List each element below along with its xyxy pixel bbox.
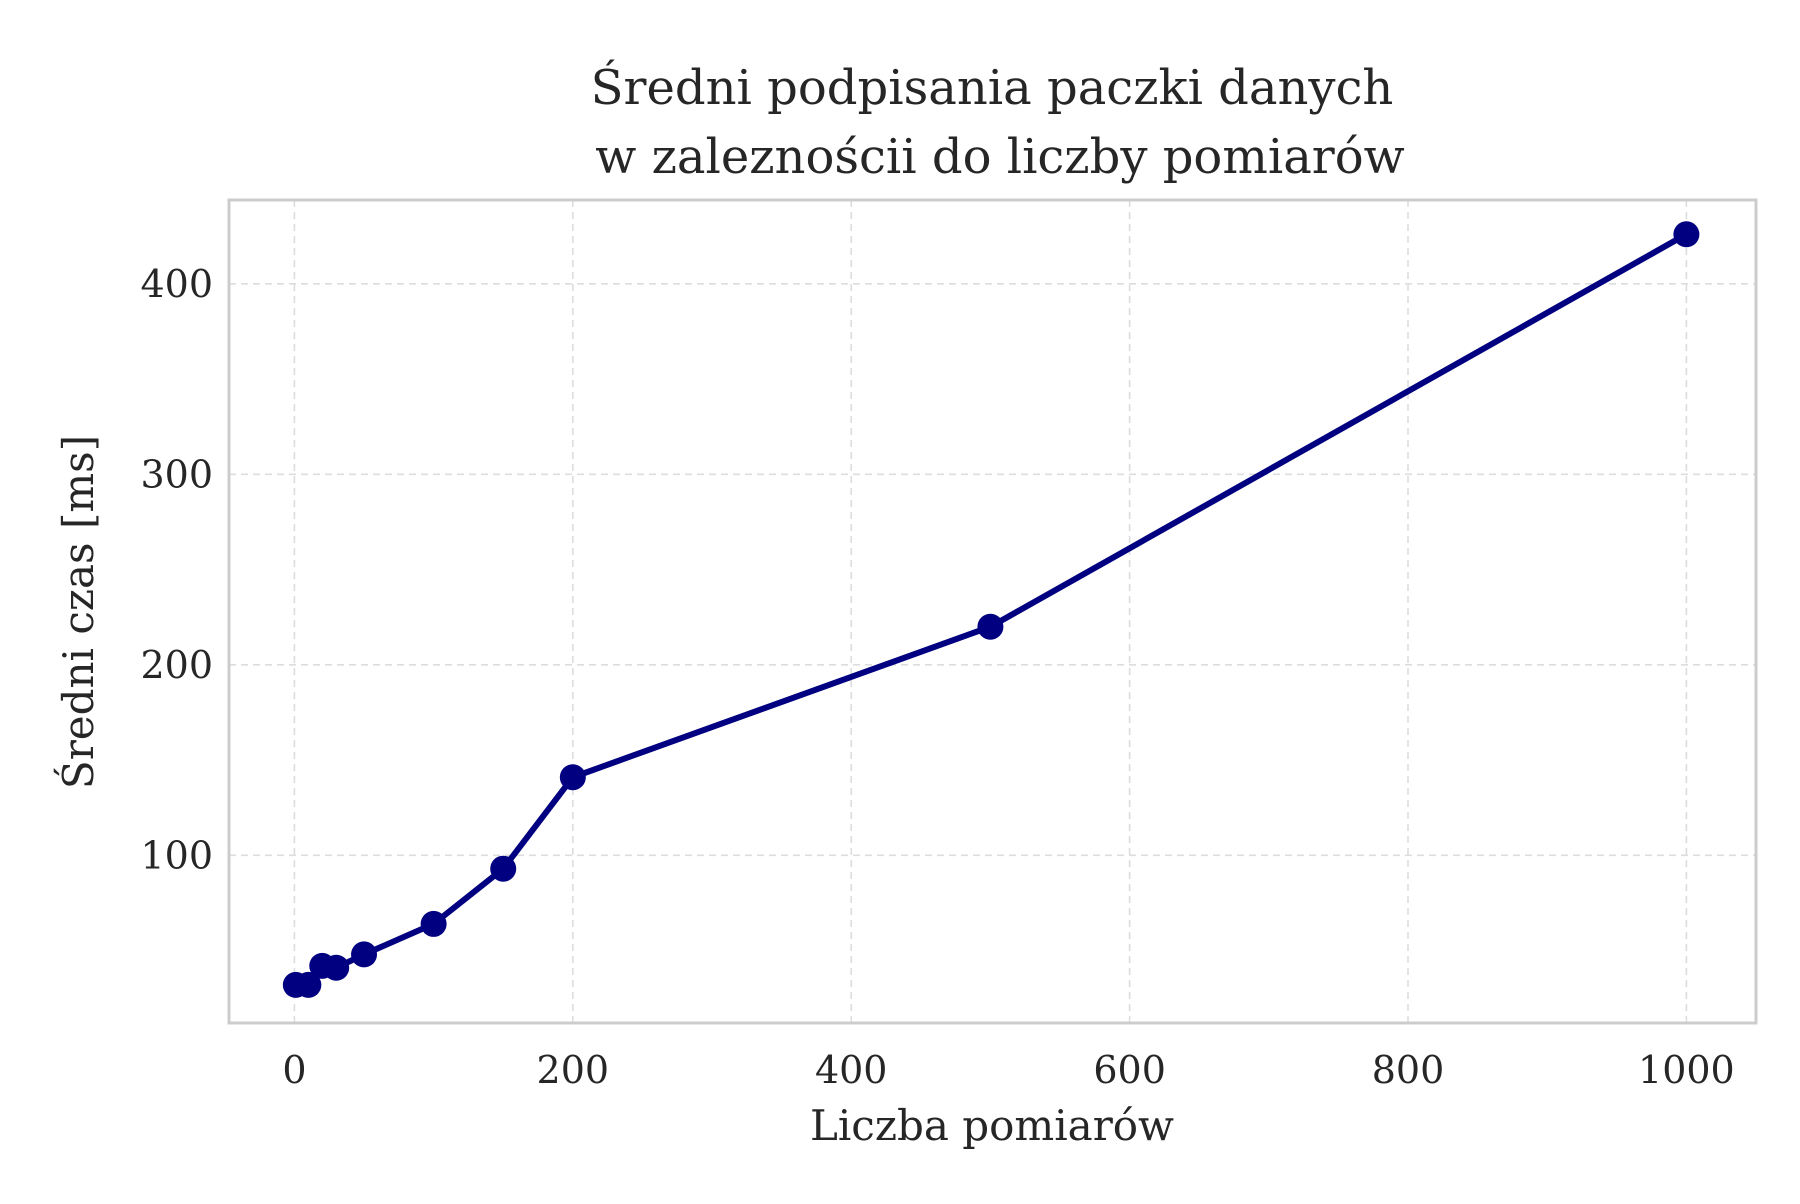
chart-title-line-2: w zaleznościi do liczby pomiarów	[595, 129, 1404, 185]
y-tick-label: 100	[140, 833, 213, 877]
x-tick-label: 200	[537, 1048, 610, 1092]
x-tick-label: 600	[1093, 1048, 1166, 1092]
y-tick-label: 200	[140, 643, 213, 687]
data-point	[559, 764, 586, 791]
data-point	[351, 941, 378, 968]
x-tick-label: 1000	[1638, 1048, 1735, 1092]
x-tick-label: 800	[1372, 1048, 1445, 1092]
chart-title-line-1: Średni podpisania paczki danych	[591, 58, 1394, 116]
y-axis-label: Średni czas [ms]	[53, 435, 103, 789]
data-point	[420, 910, 447, 937]
data-point	[977, 613, 1004, 640]
data-point	[323, 954, 350, 981]
tick-labels: 0 200 400 800 1000 600 100 200 300 400	[140, 262, 1734, 1092]
x-tick-label: 0	[282, 1048, 306, 1092]
series-layer	[282, 221, 1700, 998]
y-tick-label: 400	[140, 262, 213, 306]
x-axis-label: Liczba pomiarów	[810, 1101, 1174, 1150]
y-tick-label: 300	[140, 452, 213, 496]
data-point	[490, 855, 517, 882]
x-tick-label: 400	[815, 1048, 888, 1092]
grid-lines	[229, 200, 1756, 1023]
data-point	[295, 971, 322, 998]
data-point	[1673, 221, 1700, 248]
plot-frame	[227, 198, 1758, 1025]
